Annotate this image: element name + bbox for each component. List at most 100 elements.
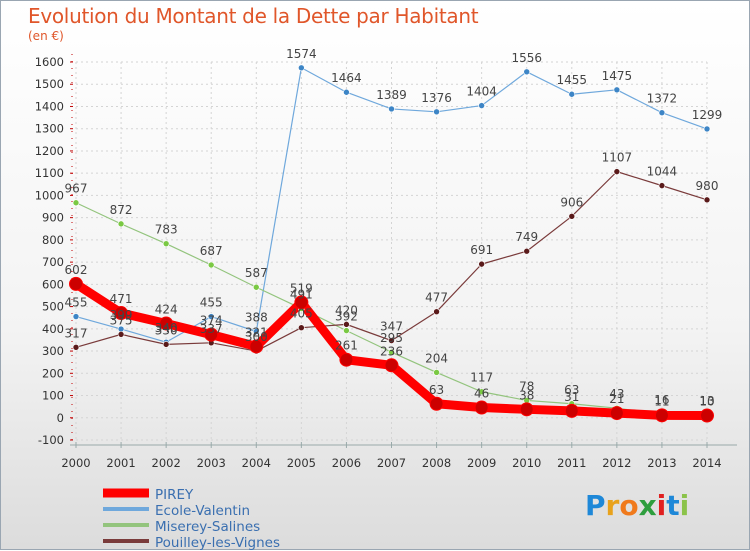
x-tick-label: 2007 (377, 456, 406, 470)
x-tick-label: 2011 (557, 456, 586, 470)
x-tick-label: 2003 (197, 456, 226, 470)
data-label: 1044 (647, 165, 678, 179)
proxiti-logo: Proxiti (585, 489, 689, 522)
series-point-2 (478, 388, 485, 396)
data-label: 405 (290, 307, 313, 321)
logo-letter: P (585, 489, 606, 522)
series-point-1 (658, 109, 666, 116)
series-point-1 (568, 90, 576, 98)
series-point-3 (162, 341, 170, 348)
series-point-3 (613, 168, 621, 175)
data-label: 63 (564, 383, 579, 397)
series-point-2 (162, 240, 170, 247)
y-tick-label: 900 (42, 211, 64, 225)
series-point-1 (478, 102, 485, 109)
series-point-3 (433, 308, 440, 316)
data-label: 392 (335, 310, 358, 324)
data-label: 38 (519, 388, 534, 402)
y-tick-label: -100 (38, 433, 64, 447)
logo-letter: i (679, 489, 690, 522)
legend-label: Pouilley-les-Vignes (155, 535, 280, 551)
series-point-3 (72, 343, 80, 351)
series-point-2 (433, 369, 440, 376)
data-label: 1389 (376, 88, 407, 102)
series-point-3 (523, 247, 531, 255)
series-point-0 (204, 327, 219, 342)
series-point-1 (433, 108, 440, 116)
x-tick-label: 2000 (61, 456, 90, 470)
y-tick-label: 200 (42, 366, 64, 380)
series-point-1 (343, 88, 350, 96)
series-point-0 (564, 403, 579, 418)
data-label: 13 (699, 394, 714, 408)
x-tick-label: 2006 (332, 456, 361, 470)
series-point-0 (114, 306, 129, 321)
legend-label: Ecole-Valentin (155, 503, 250, 519)
series-point-1 (703, 125, 711, 133)
data-label: 10 (699, 395, 714, 409)
series-point-0 (69, 276, 83, 291)
data-label: 1464 (331, 71, 362, 85)
data-label: 1475 (602, 69, 633, 83)
series-point-2 (343, 327, 350, 334)
series-point-0 (339, 352, 354, 367)
data-label: 31 (564, 390, 579, 404)
y-tick-label: 1300 (35, 122, 64, 136)
legend-label: PIREY (155, 487, 194, 503)
series-point-1 (523, 68, 531, 76)
series-point-0 (429, 396, 444, 411)
x-tick-label: 2008 (422, 456, 451, 470)
series-point-2 (117, 220, 125, 228)
data-label: 1376 (421, 91, 452, 105)
x-tick-label: 2005 (287, 456, 316, 470)
y-tick-label: 400 (42, 322, 64, 336)
data-label: 477 (425, 291, 448, 305)
y-tick-label: 1100 (35, 166, 64, 180)
y-tick-label: 1400 (35, 99, 64, 113)
series-point-3 (703, 196, 711, 204)
data-label: 749 (515, 230, 538, 244)
data-label: 117 (470, 371, 493, 385)
data-label: 1574 (286, 47, 317, 61)
data-label: 261 (335, 339, 358, 353)
data-label: 204 (425, 351, 448, 365)
data-label: 399 (110, 308, 133, 322)
series-point-1 (298, 64, 305, 72)
logo-letter: r (605, 489, 620, 522)
series-point-0 (159, 316, 174, 331)
data-label: 455 (200, 296, 223, 310)
chart-title: Evolution du Montant de la Dette par Hab… (28, 4, 479, 28)
data-label: 1556 (511, 51, 542, 65)
y-tick-label: 1000 (35, 188, 64, 202)
y-tick-label: 800 (42, 233, 64, 247)
series-point-1 (388, 105, 395, 113)
unit-label: (en €) (28, 29, 64, 43)
series-point-3 (568, 213, 576, 220)
data-label: 1107 (602, 151, 633, 165)
data-label: 602 (65, 263, 88, 277)
data-label: 906 (560, 195, 583, 209)
logo-letter: i (656, 489, 667, 522)
series-point-0 (474, 400, 489, 415)
series-point-1 (252, 328, 260, 335)
data-label: 11 (654, 394, 669, 408)
data-label: 587 (245, 266, 268, 280)
series-point-1 (207, 313, 215, 320)
data-label: 783 (155, 223, 178, 237)
data-label: 424 (155, 302, 178, 316)
y-tick-label: 700 (42, 255, 64, 269)
series-point-3 (388, 337, 395, 344)
series-point-1 (613, 86, 621, 94)
x-tick-label: 2001 (106, 456, 135, 470)
series-point-2 (207, 261, 215, 269)
data-label: 347 (380, 320, 403, 334)
series-point-3 (117, 331, 125, 338)
y-tick-label: 500 (42, 300, 64, 314)
x-tick-label: 2009 (467, 456, 496, 470)
data-label: 337 (200, 322, 223, 336)
data-label: 63 (429, 383, 444, 397)
data-label: 16 (654, 393, 669, 407)
data-label: 471 (110, 292, 133, 306)
series-point-0 (249, 339, 264, 354)
